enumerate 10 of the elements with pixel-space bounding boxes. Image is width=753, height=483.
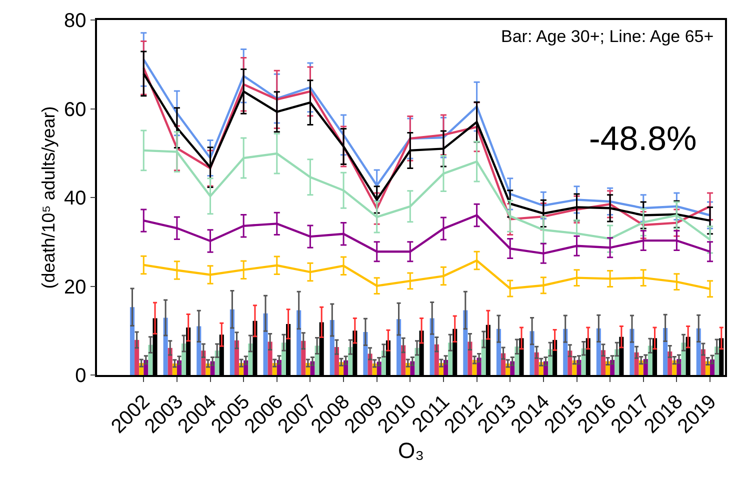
y-tick-label: 0 — [75, 365, 86, 387]
annotation: Bar: Age 30+; Line: Age 65+ — [501, 27, 714, 46]
y-tick-label: 20 — [64, 276, 86, 298]
annotation: -48.8% — [589, 120, 697, 158]
y-axis-title: (death/10⁵ adults/year) — [38, 106, 59, 289]
x-axis-title: O₃ — [398, 438, 424, 464]
bar — [148, 344, 153, 375]
y-tick-label: 80 — [64, 10, 86, 32]
y-tick-label: 40 — [64, 188, 86, 210]
y-tick-label: 60 — [64, 98, 86, 121]
